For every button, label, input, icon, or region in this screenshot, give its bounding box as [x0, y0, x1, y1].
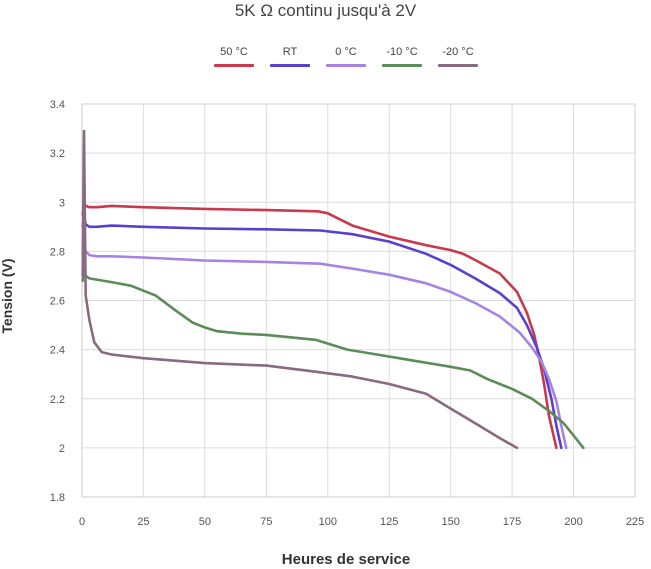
legend-label: -10 °C [386, 46, 418, 58]
y-tick-label: 3 [59, 197, 65, 209]
plot-border [81, 103, 636, 498]
series-lines [81, 129, 585, 450]
legend-swatch [438, 64, 478, 67]
x-tick-label: 100 [319, 516, 337, 528]
y-tick-label: 2.8 [50, 246, 65, 258]
series-line-1 [81, 215, 563, 450]
y-tick-label: 2 [59, 443, 65, 455]
y-tick-labels: 1.8 2 2.2 2.4 2.6 2.8 3 3.2 3.4 [50, 99, 65, 504]
legend-item-minus20c: -20 °C [428, 45, 488, 67]
legend-item-50c: 50 °C [204, 45, 264, 67]
x-tick-label: 175 [503, 516, 521, 528]
y-tick-label: 3.4 [50, 99, 65, 111]
y-axis-label: Tension (V) [0, 258, 15, 334]
legend-swatch [214, 64, 254, 67]
legend-swatch [326, 64, 366, 67]
y-tick-label: 2.2 [50, 394, 65, 406]
x-tick-label: 225 [626, 516, 644, 528]
x-tick-label: 25 [137, 516, 149, 528]
y-tick-label: 1.8 [50, 492, 65, 504]
y-tick-label: 3.2 [50, 148, 65, 160]
x-tick-labels: 0 25 50 75 100 125 150 175 200 225 [79, 516, 644, 528]
legend-label: 50 °C [220, 46, 248, 58]
legend-swatch [270, 64, 310, 67]
legend-item-rt: RT [260, 45, 320, 67]
x-tick-label: 200 [564, 516, 582, 528]
y-tick-label: 2.6 [50, 296, 65, 308]
series-line-3 [81, 267, 585, 450]
x-tick-label: 75 [260, 516, 272, 528]
x-axis-label: Heures de service [281, 551, 411, 568]
legend-item-0c: 0 °C [316, 45, 376, 67]
y-tick-label: 2.4 [50, 345, 65, 357]
chart-title: 5K Ω continu jusqu'à 2V [234, 1, 417, 20]
x-tick-label: 125 [380, 516, 398, 528]
legend-swatch [382, 64, 422, 67]
legend-label: 0 °C [335, 46, 357, 58]
x-tick-label: 50 [199, 516, 211, 528]
legend-label: RT [282, 46, 298, 58]
x-tick-label: 150 [441, 516, 459, 528]
series-line-2 [81, 242, 568, 450]
series-line-4 [81, 129, 519, 450]
legend-item-minus10c: -10 °C [372, 45, 432, 67]
x-tick-label: 0 [79, 516, 85, 528]
series-line-0 [81, 201, 558, 450]
legend-label: -20 °C [442, 46, 474, 58]
grid [81, 103, 636, 498]
